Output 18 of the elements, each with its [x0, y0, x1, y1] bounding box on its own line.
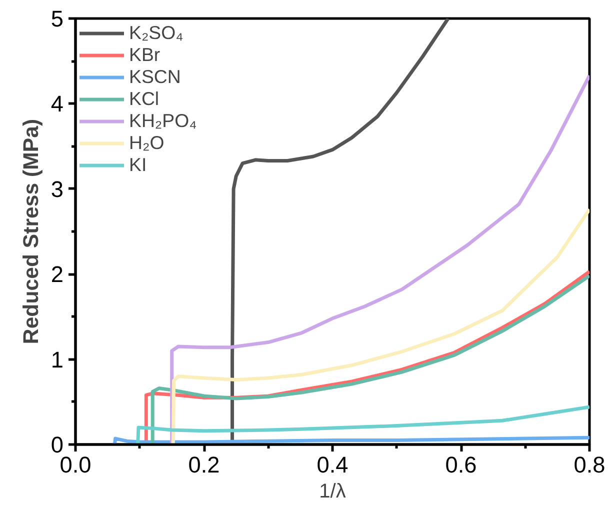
y-tick-label: 2 [50, 261, 64, 288]
y-tick-label: 3 [50, 176, 64, 202]
x-tick-label: 0.4 [316, 452, 348, 478]
legend-label: H₂O [129, 132, 164, 154]
x-tick-label: 0.2 [188, 452, 220, 478]
y-tick-label: 5 [50, 6, 64, 32]
legend-label: KBr [129, 44, 160, 66]
legend-label: KI [129, 154, 148, 176]
legend-label: K₂SO₄ [129, 22, 184, 44]
legend-label: KCl [129, 88, 160, 110]
x-tick-label: 0.8 [574, 452, 606, 478]
x-axis-title: 1/λ [319, 480, 346, 502]
legend-label: KH₂PO₄ [129, 110, 197, 132]
y-axis-title: Reduced Stress (MPa) [18, 118, 43, 344]
y-tick-label: 1 [50, 346, 64, 372]
x-tick-label: 0.6 [445, 452, 477, 478]
y-tick-label: 4 [50, 90, 64, 117]
legend-label: KSCN [129, 66, 181, 88]
